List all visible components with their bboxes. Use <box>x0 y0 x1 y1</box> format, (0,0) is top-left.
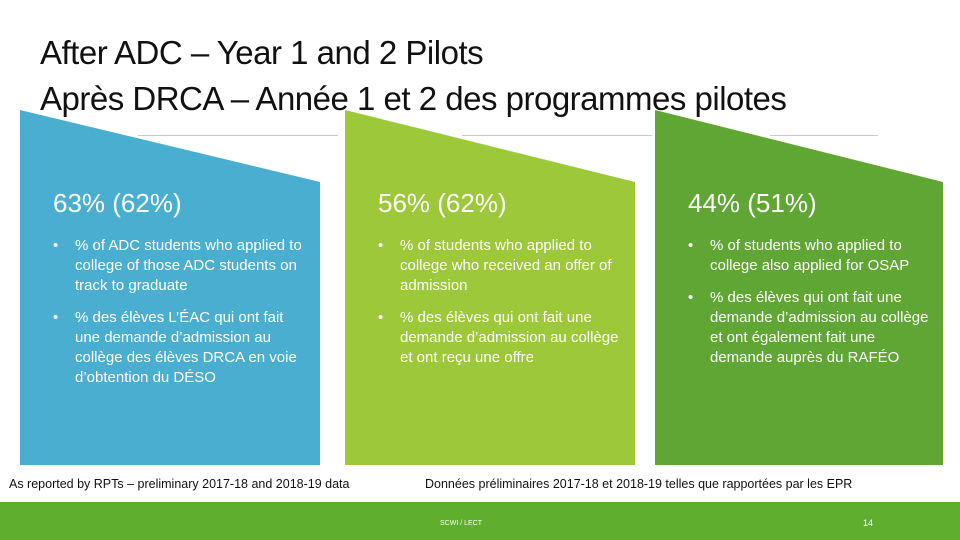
panel-2-bullet-1: % of students who applied to college who… <box>378 236 633 296</box>
panel-1-bullet-2: % des élèves L’ÉAC qui ont fait une dema… <box>53 308 308 388</box>
stat-panel-3: 44% (51%) % of students who applied to c… <box>655 110 945 465</box>
stat-panel-2: 56% (62%) % of students who applied to c… <box>345 110 675 465</box>
divider-1 <box>138 135 338 136</box>
panel-2-stat: 56% (62%) <box>378 188 507 218</box>
footnote-english: As reported by RPTs – preliminary 2017-1… <box>9 477 350 491</box>
stat-panel-1: 63% (62%) % of ADC students who applied … <box>20 110 350 465</box>
panel-2-bullet-2: % des élèves qui ont fait une demande d’… <box>378 308 633 368</box>
page-number: 14 <box>863 518 874 528</box>
title-french: Après DRCA – Année 1 et 2 des programmes… <box>40 80 787 117</box>
title-english: After ADC – Year 1 and 2 Pilots <box>40 34 484 71</box>
footer-bar: SCWI / LECT 14 <box>0 502 960 540</box>
slide-title: After ADC – Year 1 and 2 Pilots Après DR… <box>40 30 940 122</box>
panel-2-bullets: % of students who applied to college who… <box>378 236 633 380</box>
footer-label: SCWI / LECT <box>440 520 483 527</box>
panel-3-bullet-2: % des élèves qui ont fait une demande d’… <box>688 288 933 368</box>
panel-3-stat: 44% (51%) <box>688 188 817 218</box>
divider-2 <box>462 135 652 136</box>
panel-1-bullet-1: % of ADC students who applied to college… <box>53 236 308 296</box>
panel-3-bullet-1: % of students who applied to college als… <box>688 236 933 276</box>
panel-1-stat: 63% (62%) <box>53 188 182 218</box>
panel-3-bullets: % of students who applied to college als… <box>688 236 933 380</box>
footnote-french: Données préliminaires 2017-18 et 2018-19… <box>425 477 853 491</box>
panel-1-bullets: % of ADC students who applied to college… <box>53 236 308 400</box>
divider-3 <box>770 135 878 136</box>
